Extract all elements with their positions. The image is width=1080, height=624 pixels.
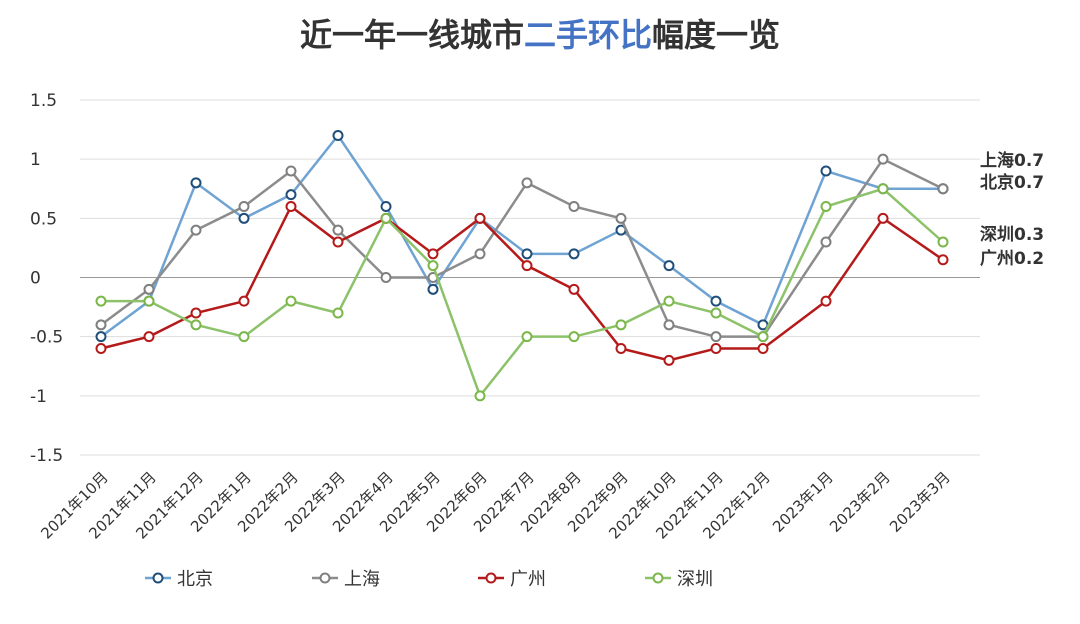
marker	[332, 236, 344, 248]
marker	[238, 212, 250, 224]
marker	[474, 390, 486, 402]
marker	[877, 212, 889, 224]
marker	[820, 295, 832, 307]
marker	[332, 224, 344, 236]
marker	[95, 331, 107, 343]
marker	[615, 212, 627, 224]
marker	[332, 130, 344, 141]
legend-item: 北京	[145, 569, 213, 590]
marker	[332, 307, 344, 319]
marker	[615, 343, 627, 354]
marker	[285, 165, 297, 177]
legend-item: 深圳	[645, 569, 713, 590]
marker	[757, 331, 769, 343]
chart-title: 近一年一线城市二手环比幅度一览	[300, 16, 780, 54]
marker	[380, 201, 392, 212]
legend-marker	[652, 572, 664, 584]
y-tick-label: 1	[30, 150, 41, 170]
title-part: 幅度一览	[652, 16, 780, 54]
y-tick-label: 0.5	[30, 209, 57, 229]
series-line	[100, 133, 943, 338]
x-tick-label: 2023年1月	[769, 468, 837, 536]
marker	[710, 343, 722, 354]
marker	[710, 295, 722, 307]
marker	[820, 165, 832, 177]
series-line	[100, 157, 944, 338]
marker	[937, 183, 949, 195]
legend-marker	[319, 572, 331, 584]
marker	[877, 183, 889, 195]
marker	[521, 260, 533, 272]
end-label: 深圳0.3	[980, 224, 1044, 245]
marker	[710, 307, 722, 319]
end-label: 上海0.7	[980, 150, 1044, 171]
marker	[663, 354, 675, 366]
marker	[143, 295, 155, 307]
marker	[568, 283, 580, 295]
marker	[615, 319, 627, 331]
legend-label: 北京	[177, 569, 213, 590]
marker	[95, 343, 107, 354]
marker	[143, 283, 155, 295]
marker	[757, 343, 769, 354]
marker	[285, 201, 297, 212]
y-tick-label: -0.5	[30, 328, 63, 348]
marker	[238, 295, 250, 307]
marker	[937, 254, 949, 266]
marker	[521, 248, 533, 260]
marker	[190, 224, 202, 236]
marker	[427, 260, 439, 272]
legend-item: 上海	[312, 569, 380, 590]
marker	[877, 153, 889, 165]
marker	[143, 331, 155, 343]
legend-marker	[152, 572, 164, 584]
legend-label: 深圳	[677, 569, 713, 590]
marker	[95, 295, 107, 307]
x-tick-label: 2023年3月	[886, 468, 954, 536]
legend-item: 广州	[478, 569, 546, 590]
legend-label: 上海	[344, 569, 380, 590]
marker	[521, 331, 533, 343]
marker	[427, 283, 439, 295]
marker	[937, 236, 949, 248]
marker	[427, 248, 439, 260]
marker	[95, 319, 107, 331]
title-part: 近一年一线城市	[300, 16, 524, 54]
y-tick-label: 1.5	[30, 91, 57, 111]
marker	[474, 212, 486, 224]
marker	[663, 319, 675, 331]
marker	[474, 248, 486, 260]
series-line	[100, 204, 944, 362]
y-tick-label: -1.5	[30, 446, 63, 466]
marker	[663, 260, 675, 272]
end-label: 北京0.7	[980, 172, 1044, 193]
marker	[820, 201, 832, 212]
marker	[238, 201, 250, 212]
marker	[568, 201, 580, 212]
marker	[190, 177, 202, 189]
x-tick-label: 2023年2月	[826, 468, 894, 536]
marker	[663, 295, 675, 307]
y-tick-label: -1	[30, 387, 47, 407]
marker	[820, 236, 832, 248]
series-line	[101, 187, 944, 399]
marker	[285, 295, 297, 307]
marker	[710, 331, 722, 343]
legend-label: 广州	[510, 569, 546, 590]
marker	[568, 331, 580, 343]
marker	[285, 189, 297, 201]
marker	[380, 272, 392, 283]
end-label: 广州0.2	[980, 248, 1044, 269]
marker	[568, 248, 580, 260]
marker	[190, 307, 202, 319]
marker	[190, 319, 202, 331]
marker	[521, 177, 533, 189]
y-tick-label: 0	[30, 269, 41, 289]
legend-marker	[485, 572, 497, 584]
title-part: 二手环比	[524, 16, 652, 54]
marker	[238, 331, 250, 343]
marker	[380, 212, 392, 224]
